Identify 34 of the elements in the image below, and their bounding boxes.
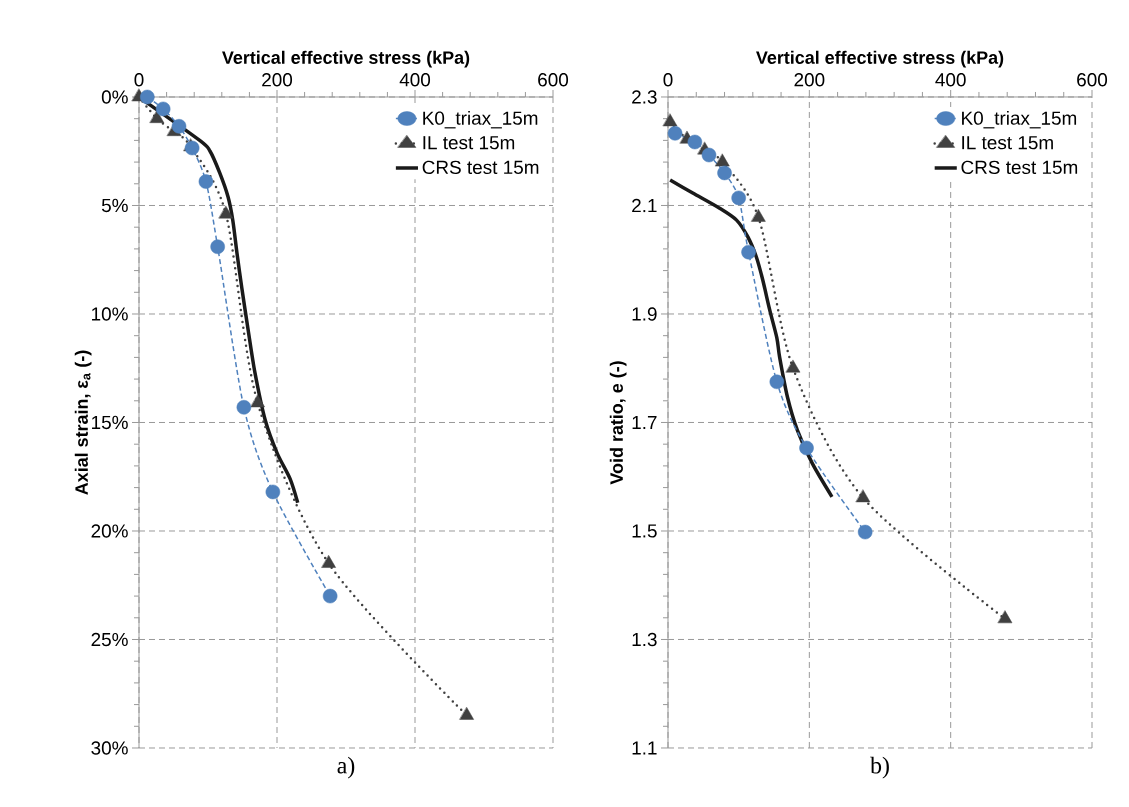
x-tick-label: 600 [1077,73,1108,87]
y-axis-title: Void ratio, e (-) [609,361,627,485]
y-tick-label: 25% [91,632,128,647]
y-tick-label: 2.3 [632,90,657,104]
y-tick-label: 10% [92,307,128,321]
y-axis-title: Axial strain, ε$_{a}$ (-) [74,350,92,495]
legend-label: CRS test 15m [961,160,1078,175]
x-tick-label: 0 [134,73,144,87]
x-tick-label: 200 [794,73,825,87]
y-tick-label: 20% [91,524,128,538]
y-tick-label: 2.1 [632,198,657,213]
y-tick-label: 1.3 [632,632,657,647]
y-tick-label: 5% [101,198,128,213]
y-tick-label: 0% [101,90,128,104]
x-tick-label: 0 [663,73,673,87]
x-tick-label: 200 [262,73,293,87]
y-tick-label: 30% [91,741,128,755]
text: b) [870,756,889,779]
legend-label: K0_triax_15m [423,110,538,129]
y-tick-label: 15% [92,415,128,430]
x-tick-label: 400 [935,73,966,87]
y-tick-label: 1.7 [632,415,657,429]
legend-label: K0_triax_15m [962,110,1077,129]
text: a) [337,756,355,779]
x-axis-title: Vertical effective stress (kPa) [222,50,470,68]
y-tick-label: 1.1 [632,741,657,755]
y-tick-label: 1.5 [632,524,657,538]
y-tick-label: 1.9 [632,307,657,321]
legend-label: IL test 15m [423,136,515,150]
x-tick-label: 400 [399,73,431,87]
legend-label: IL test 15m [962,136,1053,150]
x-tick-label: 600 [538,73,569,87]
legend-label: CRS test 15m [422,160,539,175]
x-axis-title: Vertical effective stress (kPa) [756,50,1004,68]
